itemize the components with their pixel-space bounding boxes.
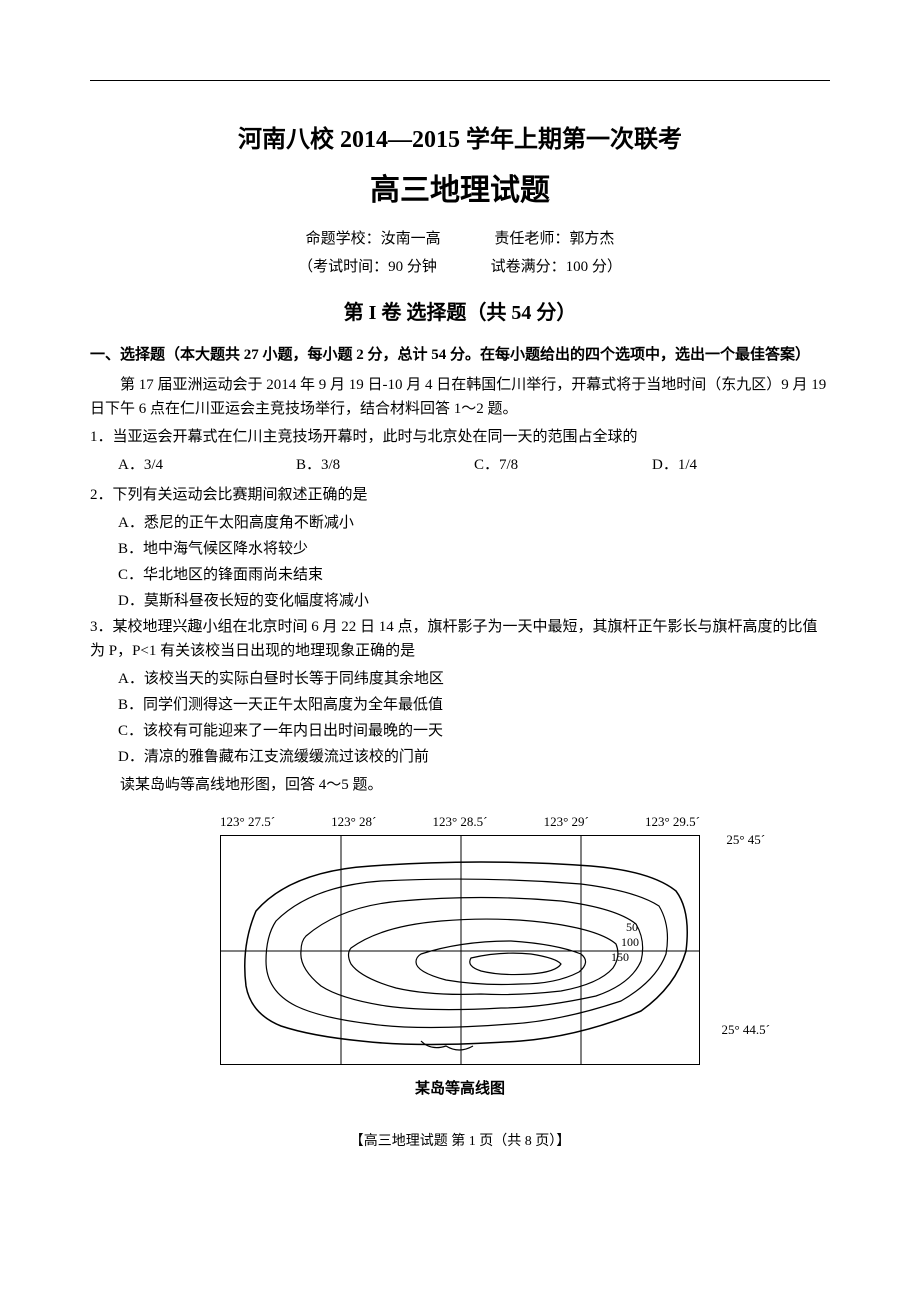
main-title: 河南八校 2014—2015 学年上期第一次联考 [90, 121, 830, 159]
score-label: 试卷满分：100 分） [491, 259, 622, 275]
contour-100 [301, 898, 643, 1010]
q1-option-b: B．3/8 [296, 453, 474, 477]
q3-option-a: A．该校当天的实际白昼时长等于同纬度其余地区 [90, 667, 830, 691]
lon-label-4: 123° 29.5´ [645, 812, 700, 833]
q2-option-b: B．地中海气候区降水将较少 [90, 537, 830, 561]
q2-option-c: C．华北地区的锋面雨尚未结束 [90, 563, 830, 587]
sub-title: 高三地理试题 [90, 167, 830, 215]
q3-option-d: D．清凉的雅鲁藏布江支流缓缓流过该校的门前 [90, 745, 830, 769]
page-footer: 【高三地理试题 第 1 页（共 8 页）】 [90, 1131, 830, 1153]
lon-label-0: 123° 27.5´ [220, 812, 275, 833]
contour-label-50: 50 [626, 920, 638, 934]
school-label: 命题学校：汝南一高 [306, 227, 441, 251]
lat-label-0: 25° 45´ [721, 830, 770, 851]
contour-label-100: 100 [621, 935, 639, 949]
map-container: 123° 27.5´ 123° 28´ 123° 28.5´ 123° 29´ … [90, 809, 830, 1101]
page-top-rule [90, 80, 830, 81]
q3-option-b: B．同学们测得这一天正午太阳高度为全年最低值 [90, 693, 830, 717]
map-wrapper: 123° 27.5´ 123° 28´ 123° 28.5´ 123° 29´ … [220, 812, 700, 1065]
lat-label-1: 25° 44.5´ [721, 1020, 770, 1041]
section-title: 第 I 卷 选择题（共 54 分） [90, 297, 830, 329]
map-caption: 某岛等高线图 [90, 1077, 830, 1101]
q2-option-d: D．莫斯科昼夜长短的变化幅度将减小 [90, 589, 830, 613]
contour-label-150: 150 [611, 950, 629, 964]
contour-150 [349, 919, 618, 994]
section-instructions: 一、选择题（本大题共 27 小题，每小题 2 分，总计 54 分。在每小题给出的… [90, 343, 830, 367]
latitude-labels: 25° 45´ 25° 44.5´ [721, 830, 770, 1040]
q1-option-a: A．3/4 [118, 453, 296, 477]
question-2: 2．下列有关运动会比赛期间叙述正确的是 [90, 483, 830, 507]
lon-label-2: 123° 28.5´ [432, 812, 487, 833]
context-2: 读某岛屿等高线地形图，回答 4～5 题。 [90, 773, 830, 797]
q3-option-c: C．该校有可能迎来了一年内日出时间最晚的一天 [90, 719, 830, 743]
meta-line-1: 命题学校：汝南一高 责任老师：郭方杰 [90, 227, 830, 251]
bay-detail [421, 1041, 473, 1050]
q2-option-a: A．悉尼的正午太阳高度角不断减小 [90, 511, 830, 535]
q1-option-d: D．1/4 [652, 453, 830, 477]
teacher-label: 责任老师：郭方杰 [494, 231, 614, 247]
time-label: （考试时间：90 分钟 [298, 255, 437, 279]
lon-label-3: 123° 29´ [544, 812, 589, 833]
q1-option-c: C．7/8 [474, 453, 652, 477]
contour-50 [266, 879, 667, 1027]
meta-line-2: （考试时间：90 分钟 试卷满分：100 分） [90, 255, 830, 279]
question-1: 1．当亚运会开幕式在仁川主竞技场开幕时，此时与北京处在同一天的范围占全球的 [90, 425, 830, 449]
longitude-labels: 123° 27.5´ 123° 28´ 123° 28.5´ 123° 29´ … [220, 812, 700, 833]
question-1-options: A．3/4 B．3/8 C．7/8 D．1/4 [90, 453, 830, 477]
lon-label-1: 123° 28´ [331, 812, 376, 833]
question-3: 3．某校地理兴趣小组在北京时间 6 月 22 日 14 点，旗杆影子为一天中最短… [90, 615, 830, 663]
island-contour-map: 50 100 150 [220, 835, 700, 1065]
contour-inner-2 [470, 953, 561, 974]
context-1: 第 17 届亚洲运动会于 2014 年 9 月 19 日-10 月 4 日在韩国… [90, 373, 830, 421]
